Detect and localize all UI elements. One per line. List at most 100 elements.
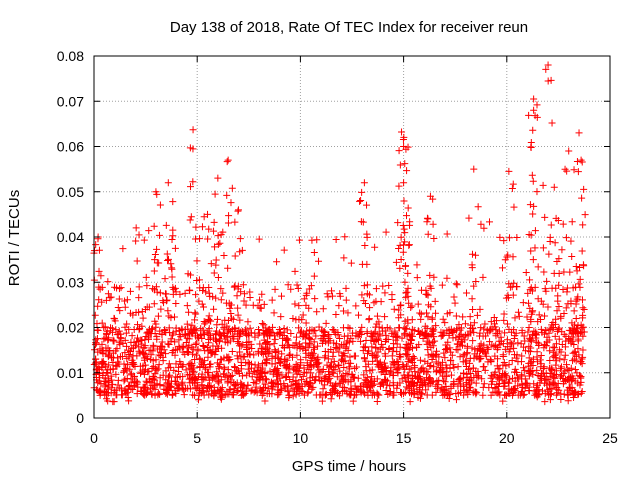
data-point <box>480 380 488 388</box>
data-point <box>580 305 588 313</box>
data-point <box>91 359 99 367</box>
data-point <box>210 269 218 277</box>
data-point <box>416 309 424 317</box>
data-point <box>271 360 279 368</box>
data-point <box>359 218 367 226</box>
data-point <box>297 361 305 369</box>
data-point <box>321 373 329 381</box>
data-point <box>219 289 227 297</box>
data-point <box>510 344 518 352</box>
data-point <box>402 294 410 302</box>
data-point <box>360 179 368 187</box>
data-point <box>164 179 172 187</box>
data-point <box>542 369 550 377</box>
data-point <box>156 390 164 398</box>
data-point <box>191 309 199 317</box>
data-point <box>251 333 259 341</box>
data-point <box>310 345 318 353</box>
data-point <box>346 391 354 399</box>
data-point <box>275 325 283 333</box>
data-point <box>152 320 160 328</box>
data-point <box>312 332 320 340</box>
data-point <box>496 341 504 349</box>
data-point <box>259 350 267 358</box>
data-point <box>109 365 117 373</box>
data-point <box>228 184 236 192</box>
data-point <box>315 257 323 265</box>
data-point <box>555 335 563 343</box>
data-point <box>414 300 422 308</box>
data-point <box>235 339 243 347</box>
data-point <box>571 348 579 356</box>
data-point <box>104 278 112 286</box>
data-point <box>140 344 148 352</box>
data-point <box>375 391 383 399</box>
data-point <box>305 381 313 389</box>
data-point <box>546 373 554 381</box>
data-point <box>518 326 526 334</box>
data-point <box>407 303 415 311</box>
data-point <box>136 324 144 332</box>
data-point <box>243 385 251 393</box>
data-point <box>391 361 399 369</box>
data-point <box>416 331 424 339</box>
data-point <box>533 366 541 374</box>
data-point <box>347 259 355 267</box>
data-point <box>529 256 537 264</box>
data-point <box>104 290 112 298</box>
data-point <box>171 244 179 252</box>
data-point <box>347 384 355 392</box>
data-point <box>526 348 534 356</box>
data-point <box>277 387 285 395</box>
data-point <box>93 334 101 342</box>
data-point <box>400 133 408 141</box>
data-point <box>152 356 160 364</box>
data-point <box>258 349 266 357</box>
data-point <box>360 282 368 290</box>
data-point <box>504 251 512 259</box>
data-point <box>403 288 411 296</box>
data-point <box>206 363 214 371</box>
data-point <box>446 364 454 372</box>
data-point <box>171 313 179 321</box>
data-point <box>341 352 349 360</box>
data-point <box>527 143 535 151</box>
data-point <box>530 95 538 103</box>
data-point <box>213 321 221 329</box>
data-point <box>387 367 395 375</box>
data-point <box>375 318 383 326</box>
x-tick-label: 25 <box>602 430 618 446</box>
data-point <box>99 359 107 367</box>
data-point <box>423 290 431 298</box>
data-point <box>518 387 526 395</box>
data-point <box>220 370 228 378</box>
data-point <box>285 394 293 402</box>
data-point <box>199 286 207 294</box>
y-axis-label: ROTI / TECUs <box>6 190 23 286</box>
data-point <box>526 286 534 294</box>
data-point <box>572 300 580 308</box>
data-point <box>357 337 365 345</box>
data-point <box>189 345 197 353</box>
data-point <box>254 347 262 355</box>
data-point <box>110 398 118 406</box>
data-point <box>112 326 120 334</box>
data-point <box>292 391 300 399</box>
data-point <box>424 291 432 299</box>
data-point <box>546 356 554 364</box>
data-point <box>541 398 549 406</box>
data-point <box>142 389 150 397</box>
data-point <box>311 295 319 303</box>
data-point <box>183 302 191 310</box>
data-point <box>404 284 412 292</box>
data-point <box>109 359 117 367</box>
data-point <box>530 380 538 388</box>
data-point <box>117 384 125 392</box>
data-point <box>524 362 532 370</box>
data-point <box>470 354 478 362</box>
data-point <box>491 370 499 378</box>
data-point <box>525 383 533 391</box>
data-point <box>552 284 560 292</box>
data-point <box>281 361 289 369</box>
data-point <box>340 254 348 262</box>
